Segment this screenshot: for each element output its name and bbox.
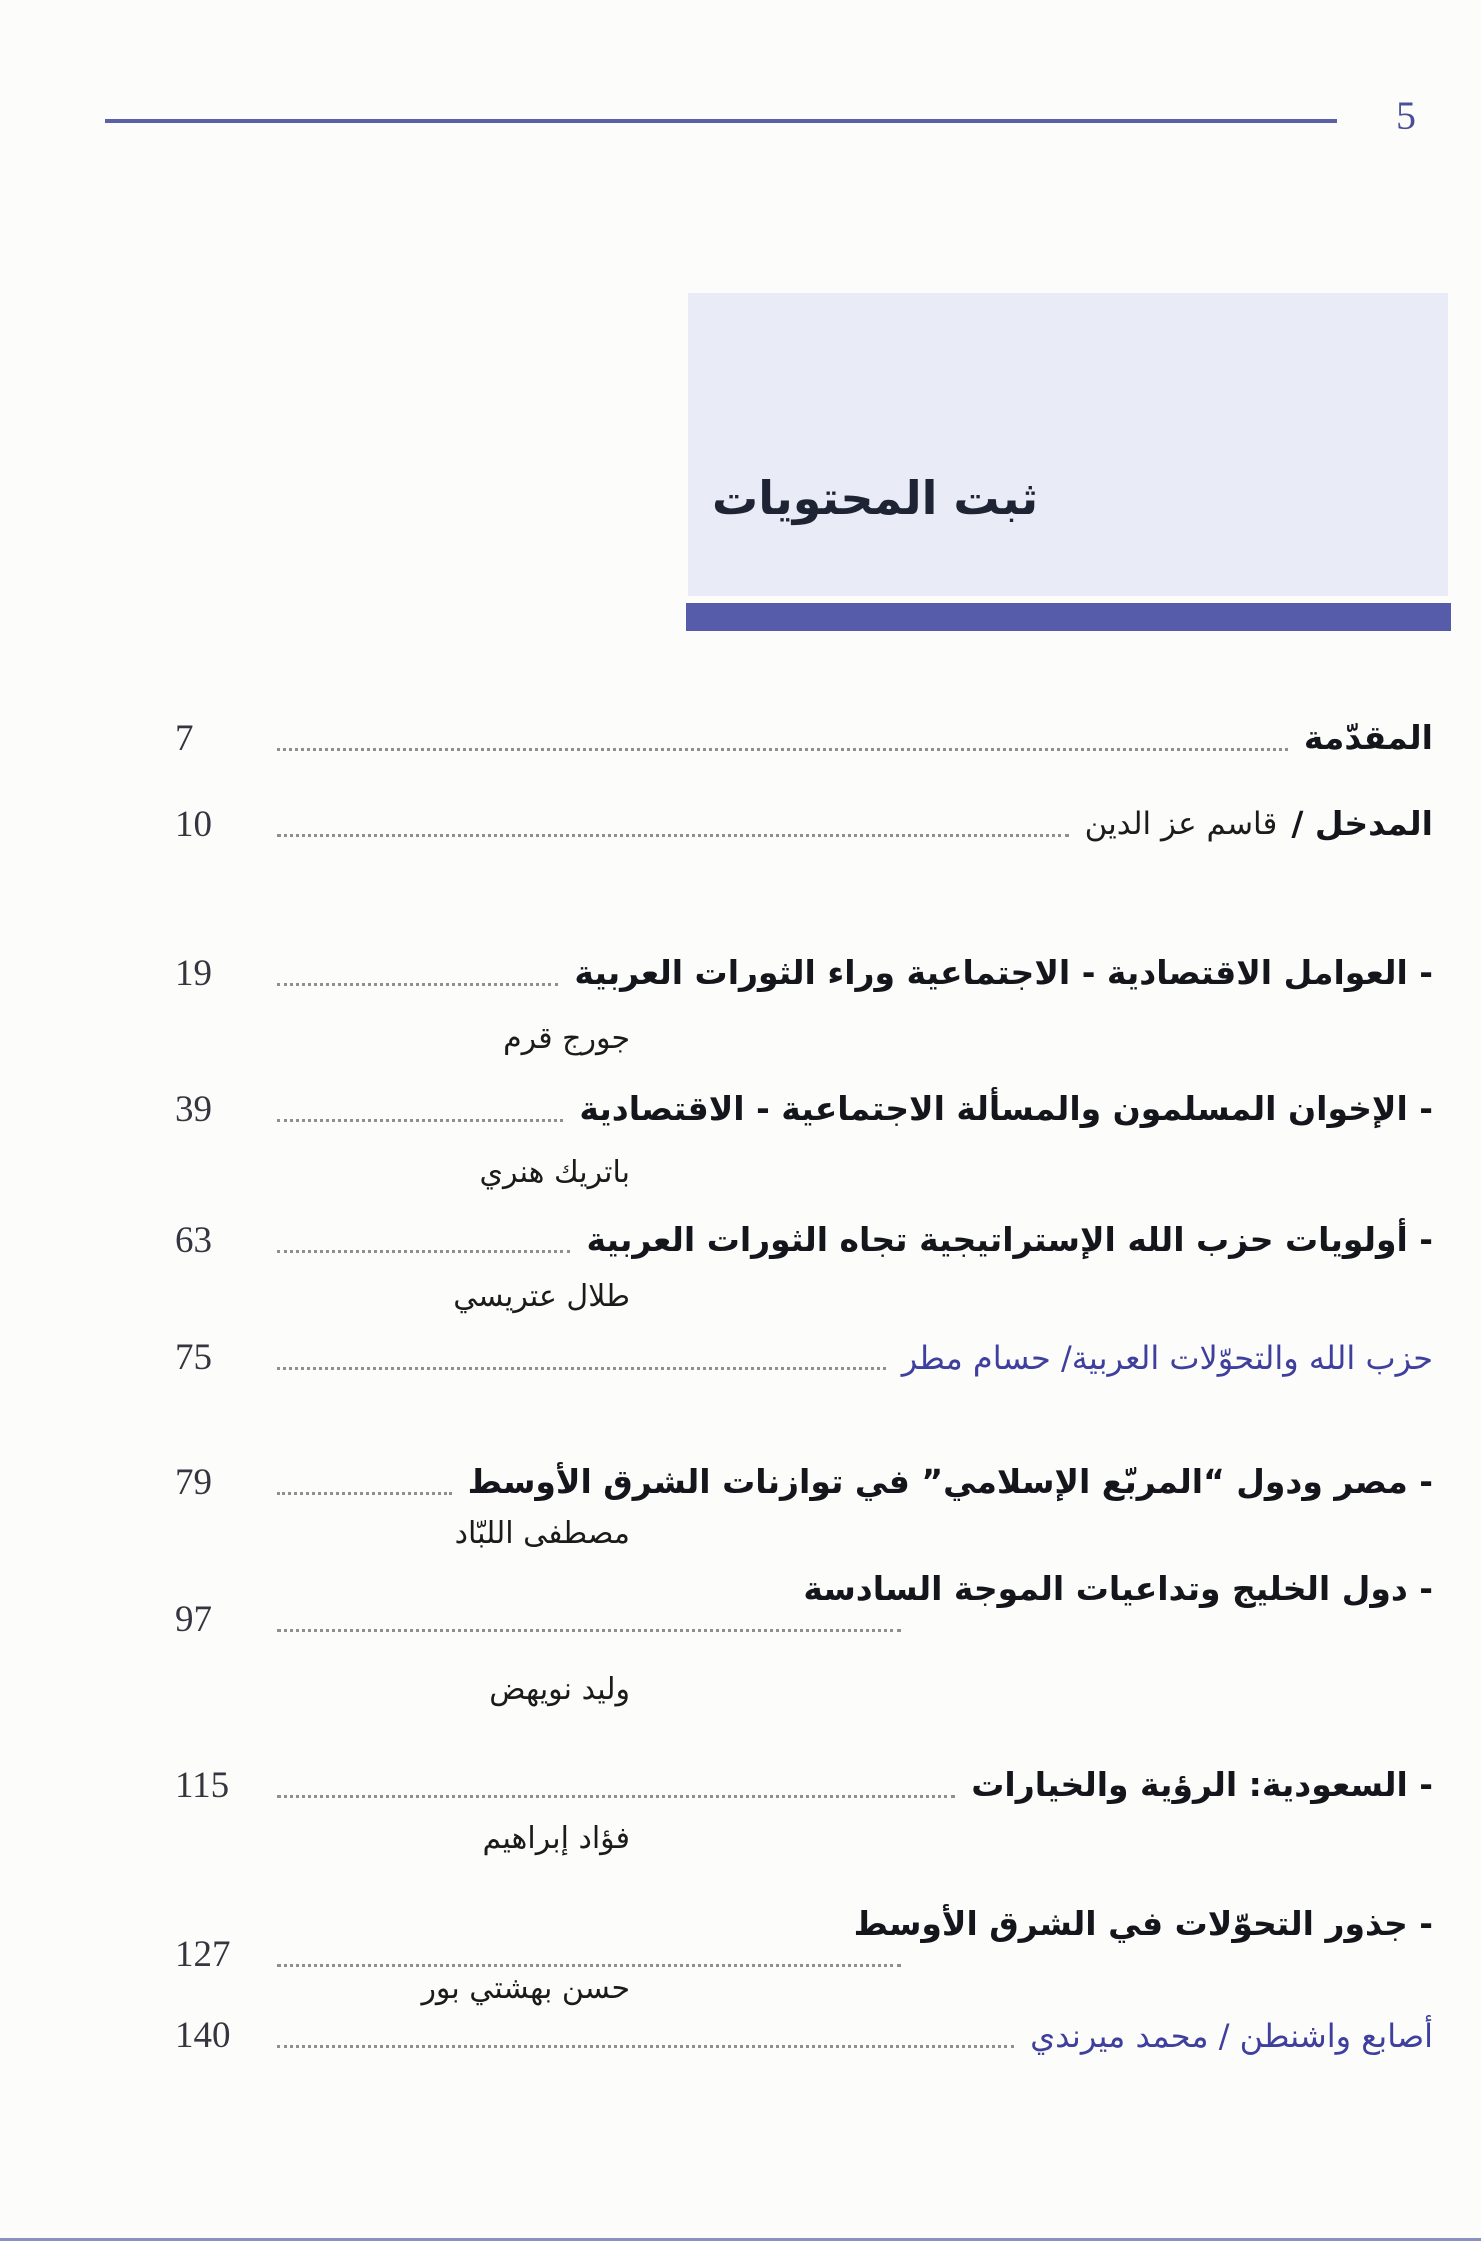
entry-title: - دول الخليج وتداعيات الموجة السادسة (803, 1569, 1433, 1608)
entry-page-number: 39 (175, 1088, 212, 1130)
dot-leader (277, 1250, 571, 1253)
entry-author: باتريك هنري (479, 1155, 630, 1190)
entry-title: - السعودية: الرؤية والخيارات (971, 1765, 1433, 1805)
entry-title: - مصر ودول “المربّع الإسلامي” في توازنات… (467, 1462, 1433, 1502)
dot-leader (277, 1795, 956, 1798)
dot-leader (277, 748, 1288, 751)
entry-title: - أولويات حزب الله الإستراتيجية تجاه الث… (586, 1220, 1433, 1260)
entry-author: فؤاد إبراهيم (482, 1821, 630, 1856)
dot-leader (277, 1119, 564, 1122)
toc-entry: - الإخوان المسلمون والمسألة الاجتماعية -… (175, 1084, 1433, 1132)
entry-page-number: 7 (175, 717, 194, 759)
entry-page-number: 10 (175, 803, 212, 845)
entry-page-number: 115 (175, 1764, 230, 1806)
toc-entry: أصابع واشنطن / محمد ميرندي 140 (175, 2010, 1481, 2058)
entry-page-number: 63 (175, 1219, 212, 1261)
entry-title: - العوامل الاقتصادية - الاجتماعية وراء ا… (574, 953, 1433, 993)
entry-page-number: 140 (175, 2014, 231, 2056)
entry-author: طلال عتريسي (453, 1279, 630, 1314)
dot-leader (277, 1367, 886, 1370)
top-rule (105, 119, 1337, 123)
dot-leader (277, 2045, 1015, 2048)
toc-entry-leader: 97 (175, 1598, 1433, 1642)
entry-title: - جذور التحوّلات في الشرق الأوسط (853, 1904, 1433, 1943)
entry-title: أصابع واشنطن / محمد ميرندي (1030, 2016, 1433, 2055)
entry-page-number: 19 (175, 952, 212, 994)
entry-title: حزب الله والتحوّلات العربية/ حسام مطر (901, 1338, 1433, 1377)
entry-author: حسن بهشتي بور (421, 1971, 630, 2006)
title-underline-bar (686, 603, 1451, 631)
toc-entry: - العوامل الاقتصادية - الاجتماعية وراء ا… (175, 948, 1433, 996)
entry-title: المقدّمة (1303, 718, 1433, 758)
dot-leader (277, 1492, 452, 1495)
entry-author-inline: قاسم عز الدين (1084, 806, 1278, 843)
entry-title: المدخل / (1291, 804, 1433, 844)
entry-page-number: 75 (175, 1336, 212, 1378)
dot-leader (277, 1964, 901, 1968)
entry-author: جورج قرم (503, 1021, 630, 1056)
entry-page-number: 97 (175, 1599, 212, 1640)
toc-entry: - دول الخليج وتداعيات الموجة السادسة (175, 1569, 1433, 1608)
entry-author: وليد نويهض (489, 1672, 630, 1707)
title-box: ثبت المحتويات (688, 293, 1448, 596)
toc-entry: - مصر ودول “المربّع الإسلامي” في توازنات… (175, 1457, 1433, 1505)
dot-leader (277, 983, 559, 986)
toc-entry: - أولويات حزب الله الإستراتيجية تجاه الث… (175, 1215, 1433, 1263)
dot-leader (277, 834, 1069, 837)
toc-entry-leader: 127 (175, 1933, 1433, 1977)
scan-bottom-edge (0, 2238, 1481, 2241)
entry-author: مصطفى اللبّاد (454, 1516, 630, 1551)
dot-leader (277, 1629, 901, 1633)
page-number: 5 (1396, 93, 1416, 138)
entry-page-number: 127 (175, 1934, 231, 1975)
page-title: ثبت المحتويات (712, 471, 1039, 525)
toc-entry: المقدّمة 7 (175, 713, 1466, 761)
toc-entry: - السعودية: الرؤية والخيارات 115 (175, 1760, 1433, 1808)
entry-title: - الإخوان المسلمون والمسألة الاجتماعية -… (579, 1089, 1433, 1129)
toc-entry: - جذور التحوّلات في الشرق الأوسط (175, 1904, 1433, 1943)
toc-entry: حزب الله والتحوّلات العربية/ حسام مطر 75 (175, 1332, 1481, 1380)
entry-page-number: 79 (175, 1461, 212, 1503)
toc-entry: المدخل / قاسم عز الدين 10 (175, 799, 1466, 847)
